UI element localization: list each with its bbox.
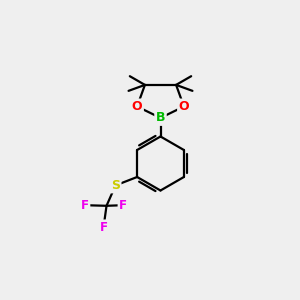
- Text: F: F: [119, 199, 127, 212]
- Text: O: O: [132, 100, 142, 113]
- Text: S: S: [111, 179, 120, 192]
- Text: B: B: [156, 111, 165, 124]
- Text: O: O: [178, 100, 189, 113]
- Text: F: F: [100, 221, 107, 234]
- Text: F: F: [81, 199, 89, 212]
